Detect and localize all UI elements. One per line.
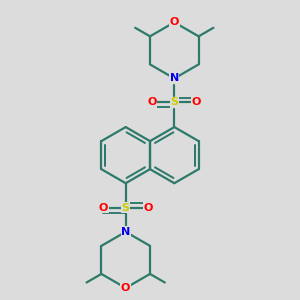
Text: S: S: [122, 203, 130, 213]
Text: O: O: [147, 98, 157, 107]
Text: O: O: [143, 203, 153, 213]
Text: N: N: [170, 74, 179, 83]
Text: O: O: [192, 98, 201, 107]
Text: S: S: [170, 98, 178, 107]
Text: N: N: [121, 227, 130, 237]
Text: N: N: [121, 227, 130, 237]
Text: N: N: [170, 74, 179, 83]
Text: O: O: [169, 17, 179, 27]
Text: O: O: [99, 203, 108, 213]
Text: O: O: [121, 283, 130, 293]
